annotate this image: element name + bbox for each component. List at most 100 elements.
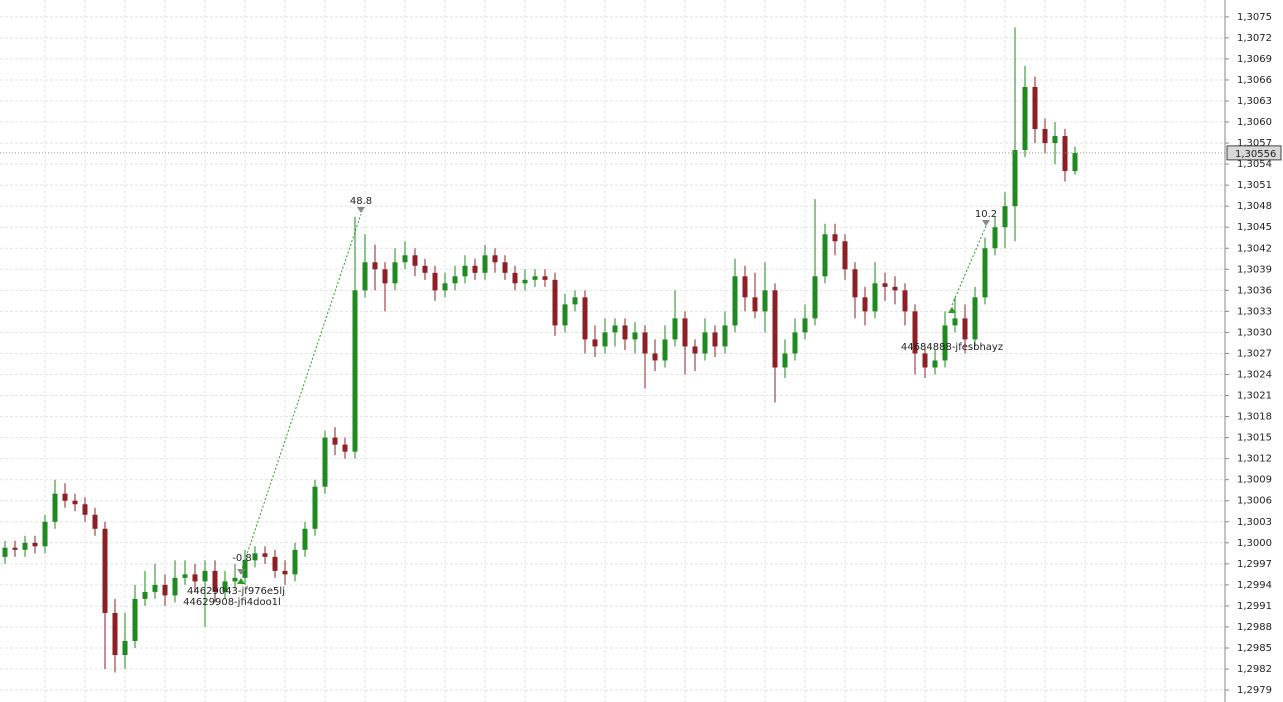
candle-body [532,276,538,280]
candle-body [582,297,588,340]
marker [982,220,990,226]
y-tick-label: 1,2997 [1237,559,1272,570]
candle-body [602,332,608,347]
candle-body [142,591,148,599]
candle-body [782,353,788,368]
y-tick-label: 1,3039 [1237,264,1272,275]
candle-body [242,560,248,578]
candle-body [382,269,388,284]
candle-body [792,332,798,354]
y-tick-label: 1,2994 [1237,580,1272,591]
candle-body [452,276,458,284]
y-tick-label: 1,3015 [1237,433,1272,444]
candle-body [432,272,438,291]
annotation: 10.2 [975,209,997,220]
annotation: 44629908-jfi4doo1l [183,597,281,608]
candle-body [1012,150,1018,207]
candle-body [912,311,918,354]
candle-body [812,276,818,319]
candle-body [252,553,258,561]
candle-body [482,255,488,273]
y-tick-label: 1,3057 [1237,138,1272,149]
candle-body [92,514,98,529]
candle-body [752,297,758,312]
candle-body [542,276,548,280]
y-tick-label: 1,3030 [1237,327,1272,338]
y-tick-label: 1,3024 [1237,369,1272,380]
candle-body [902,290,908,312]
candle-body [312,486,318,529]
candle-body [872,283,878,312]
y-axis-labels: 1,2979 1,2982 1,2985 1,2988 1,2991 1,2994 1,29… [1225,12,1272,696]
candle-body [592,339,598,347]
candle-body [492,255,498,263]
candle-body [332,437,338,445]
candle-body [702,332,708,354]
candle-body [932,360,938,368]
candle-body [832,234,838,242]
y-tick-label: 1,3045 [1237,222,1272,233]
candle-body [802,318,808,333]
candle-body [572,297,578,305]
candle-body [612,325,618,333]
candle-body [892,286,898,291]
candle-body [522,279,528,284]
grid [0,0,1225,702]
y-tick-label: 1,3060 [1237,117,1272,128]
candle-body [772,290,778,368]
candle-body [512,272,518,284]
candle-body [962,318,968,340]
candle-body [392,262,398,284]
annotation: -0.8 [232,553,252,564]
candle-body [502,262,508,273]
candle-body [672,318,678,340]
y-tick-label: 1,3003 [1237,517,1272,528]
y-tick-label: 1,3018 [1237,412,1272,423]
candle-body [862,297,868,312]
candle-body [82,504,88,515]
candle-body [842,241,848,270]
candle-body [272,556,278,571]
candle-body [442,283,448,291]
candle-body [72,500,78,505]
candle-body [972,297,978,340]
y-tick-label: 1,3072 [1237,33,1272,44]
candle-body [162,584,168,596]
marker [237,578,245,584]
y-tick-label: 1,3000 [1237,538,1272,549]
candle-body [52,493,58,522]
candle-body [172,577,178,596]
candle-body [922,353,928,368]
candle-body [682,318,688,347]
annotation: 44629043-jf976e5lj [187,586,285,597]
candle-body [232,577,238,582]
y-tick-label: 1,2982 [1237,664,1272,675]
last-price-box [1226,145,1282,161]
y-tick-label: 1,3042 [1237,243,1272,254]
y-tick-label: 1,3027 [1237,348,1272,359]
candle-body [292,549,298,575]
marker [357,207,365,213]
candle-body [562,304,568,326]
candle-body [1062,136,1068,172]
candle-body [352,290,358,452]
candle-body [652,353,658,361]
candle-body [32,542,38,547]
y-tick-label: 1,3009 [1237,475,1272,486]
candle-body [132,598,138,641]
candle-body [2,547,8,557]
candle-body [472,265,478,273]
candle-body [202,570,208,582]
y-tick-label: 1,3006 [1237,496,1272,507]
candle-body [1072,152,1078,172]
candles [2,27,1078,673]
candle-body [182,574,188,578]
candle-body [992,227,998,249]
candle-body [642,332,648,354]
candle-body [422,265,428,273]
candle-body [412,255,418,266]
candle-body [952,318,958,326]
candle-body [552,279,558,326]
candle-body [822,234,828,277]
candle-body [12,547,18,550]
